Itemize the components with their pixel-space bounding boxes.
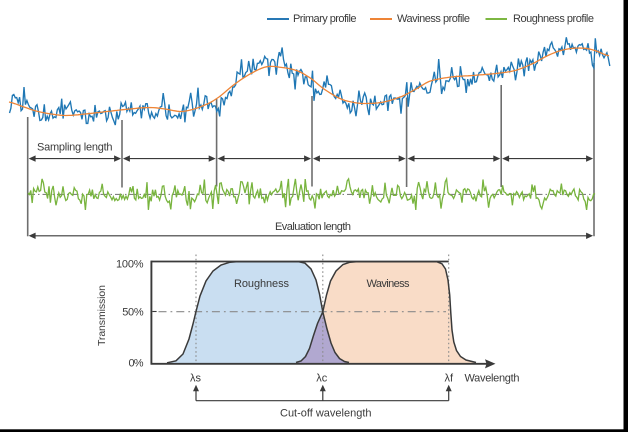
svg-text:λs: λs <box>190 373 202 385</box>
svg-text:Waviness profile: Waviness profile <box>397 13 470 25</box>
svg-text:Evaluation length: Evaluation length <box>275 221 351 233</box>
svg-text:Roughness: Roughness <box>234 278 290 290</box>
svg-text:Waviness: Waviness <box>367 278 411 290</box>
svg-text:Primary profile: Primary profile <box>293 13 357 25</box>
svg-text:λf: λf <box>445 373 455 385</box>
svg-text:Transmission: Transmission <box>96 285 108 346</box>
svg-text:Sampling length: Sampling length <box>37 141 113 153</box>
svg-text:Wavelength: Wavelength <box>465 373 520 385</box>
svg-text:0%: 0% <box>129 357 144 369</box>
svg-text:100%: 100% <box>116 259 144 271</box>
svg-text:λc: λc <box>316 373 328 385</box>
svg-text:50%: 50% <box>122 306 144 318</box>
svg-text:Cut-off wavelength: Cut-off wavelength <box>280 408 372 420</box>
svg-text:Roughness profile: Roughness profile <box>513 13 594 25</box>
